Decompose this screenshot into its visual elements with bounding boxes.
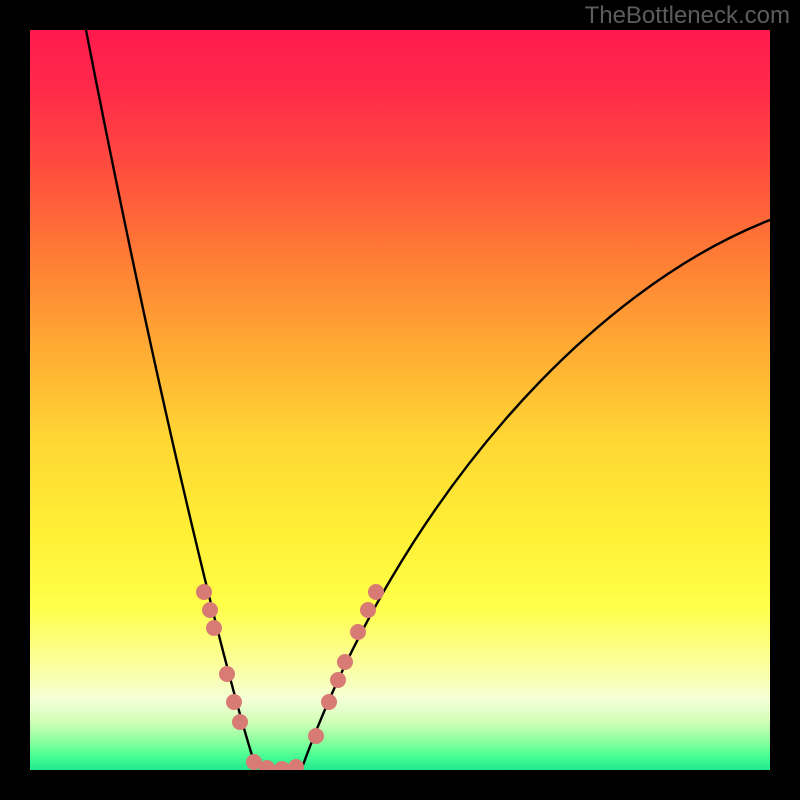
data-point (308, 728, 324, 744)
data-point (350, 624, 366, 640)
watermark-text: TheBottleneck.com (585, 2, 790, 30)
data-point (206, 620, 222, 636)
data-point (196, 584, 212, 600)
curve-layer (30, 30, 770, 770)
data-point (288, 759, 304, 770)
data-point (330, 672, 346, 688)
data-point (219, 666, 235, 682)
data-point (202, 602, 218, 618)
data-point (321, 694, 337, 710)
plot-area (30, 30, 770, 770)
data-point (274, 761, 290, 770)
data-point (337, 654, 353, 670)
data-point (360, 602, 376, 618)
bottleneck-curve (86, 30, 770, 769)
data-point (232, 714, 248, 730)
data-point (226, 694, 242, 710)
data-point (368, 584, 384, 600)
